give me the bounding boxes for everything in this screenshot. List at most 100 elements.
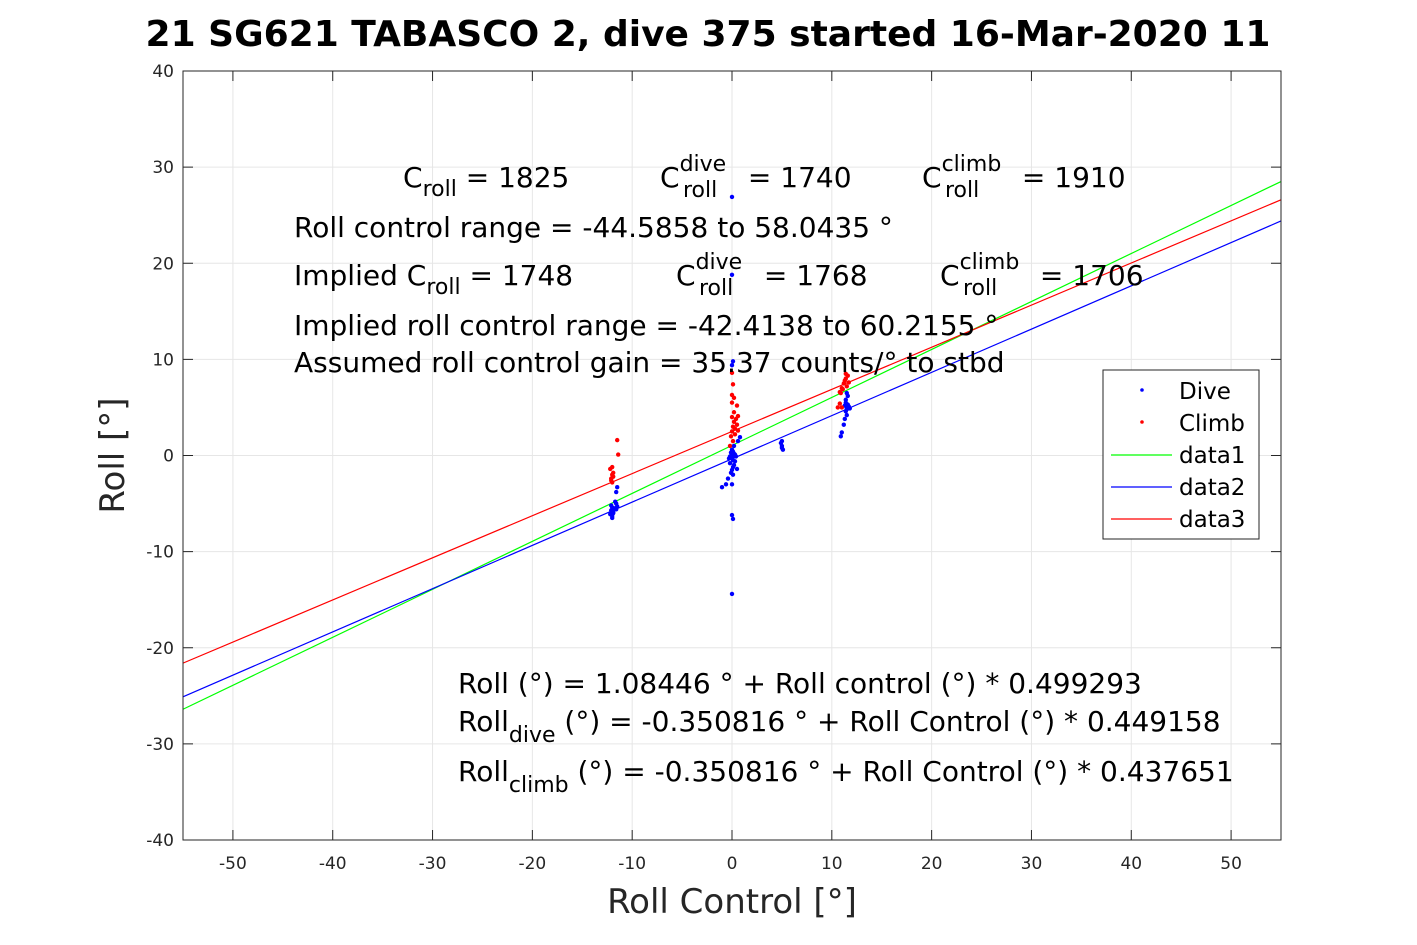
x-tick-label: 0: [727, 854, 738, 874]
point-dive: [719, 485, 725, 490]
point-dive: [734, 466, 740, 472]
point-climb: [843, 371, 848, 376]
x-axis-label: Roll Control [°]: [607, 882, 857, 922]
annotation-fit-climb: Rollclimb (°) = -0.350816 ° + Roll Contr…: [458, 755, 1234, 798]
point-dive: [614, 507, 619, 512]
annotation-fit-dive: Rolldive (°) = -0.350816 ° + Roll Contro…: [458, 705, 1221, 748]
legend-label: Climb: [1179, 411, 1245, 437]
point-climb: [615, 437, 620, 443]
point-climb: [611, 474, 616, 479]
point-climb: [839, 405, 844, 410]
annotation-implied-c-roll-climb: Cclimb roll = 1706: [940, 250, 1144, 301]
point-climb: [729, 370, 735, 376]
point-climb: [609, 478, 614, 483]
legend-label: Dive: [1179, 379, 1231, 405]
point-dive: [615, 485, 620, 490]
x-tick-label: -20: [518, 854, 546, 874]
x-tick-label: 40: [1120, 854, 1142, 874]
annotation-implied-range: Implied roll control range = -42.4138 to…: [294, 309, 998, 342]
point-climb: [729, 414, 735, 420]
x-tick-label: -30: [419, 854, 447, 874]
point-climb: [610, 464, 615, 470]
annotation-implied-c-roll-dive: Cdive roll = 1768: [676, 250, 868, 301]
x-tick-label: -50: [219, 854, 247, 874]
y-tick-label: -20: [146, 639, 174, 659]
annotation-gain: Assumed roll control gain = 35.37 counts…: [294, 346, 1005, 379]
point-climb: [734, 403, 740, 408]
point-dive: [725, 476, 731, 481]
point-dive: [727, 454, 733, 459]
point-climb: [835, 405, 841, 410]
axis-ticks: -50 -40 -30 -20 -10 0 10 20 30 40 50 -40 -30 -20 -10 0 1…: [146, 62, 1281, 874]
point-dive: [723, 482, 729, 487]
annotation-implied-c-roll: Implied Croll = 1748: [294, 259, 573, 300]
point-climb: [732, 432, 738, 437]
point-dive: [731, 443, 737, 449]
annotation-range: Roll control range = -44.5858 to 58.0435…: [294, 211, 893, 244]
x-tick-label: 50: [1220, 854, 1242, 874]
point-climb: [734, 422, 740, 427]
point-dive: [732, 459, 738, 464]
point-climb: [729, 429, 735, 434]
point-climb: [731, 395, 737, 401]
point-dive: [729, 272, 735, 277]
point-dive: [729, 482, 735, 487]
point-climb: [840, 386, 845, 392]
data-points: [608, 194, 852, 597]
annotation-fit-all: Roll (°) = 1.08446 ° + Roll control (°) …: [458, 667, 1142, 700]
point-climb: [728, 434, 734, 439]
point-dive: [729, 194, 735, 200]
y-tick-label: 0: [163, 447, 174, 467]
point-dive: [609, 503, 614, 508]
annotation-c-roll-dive: Cdive roll = 1740: [660, 152, 852, 203]
x-tick-label: 10: [821, 854, 843, 874]
point-dive: [610, 509, 615, 514]
point-climb: [730, 382, 736, 387]
x-tick-label: -10: [618, 854, 646, 874]
point-climb: [727, 443, 733, 449]
point-dive: [779, 445, 785, 451]
point-dive: [735, 438, 741, 444]
point-dive: [730, 464, 736, 470]
point-climb: [846, 380, 851, 385]
point-dive: [846, 404, 851, 409]
point-climb: [735, 428, 741, 433]
point-climb: [837, 401, 843, 406]
x-tick-label: 20: [921, 854, 943, 874]
x-tick-label: -40: [319, 854, 347, 874]
point-climb: [611, 470, 616, 476]
x-tick-label: 30: [1021, 854, 1043, 874]
legend-label: data3: [1179, 507, 1245, 533]
point-dive: [737, 435, 743, 440]
annotation-c-roll-climb: Cclimb roll = 1910: [922, 152, 1126, 203]
point-dive: [842, 416, 847, 422]
point-dive: [730, 449, 736, 454]
point-dive: [730, 359, 736, 364]
legend-label: data1: [1179, 443, 1245, 469]
y-axis-label: Roll [°]: [93, 397, 133, 513]
legend-marker-climb: [1140, 420, 1144, 424]
point-dive: [613, 499, 618, 504]
point-dive: [610, 515, 615, 521]
y-tick-label: 40: [152, 62, 174, 82]
point-dive: [844, 412, 849, 418]
y-tick-label: 30: [152, 158, 174, 178]
point-dive: [728, 470, 734, 476]
y-tick-label: -40: [146, 831, 174, 851]
point-climb: [731, 410, 737, 415]
point-dive: [727, 460, 733, 466]
point-climb: [730, 438, 736, 444]
point-dive: [730, 516, 736, 522]
point-dive: [729, 591, 735, 597]
point-dive: [841, 422, 846, 427]
point-dive: [844, 390, 849, 396]
chart-title: 21 SG621 TABASCO 2, dive 375 started 16-…: [146, 14, 1271, 55]
point-dive: [729, 512, 735, 518]
point-climb: [838, 390, 844, 396]
point-climb: [842, 378, 847, 383]
point-dive: [729, 362, 735, 368]
point-climb: [735, 413, 741, 419]
legend-label: data2: [1179, 475, 1245, 501]
legend-marker-dive: [1140, 388, 1144, 392]
